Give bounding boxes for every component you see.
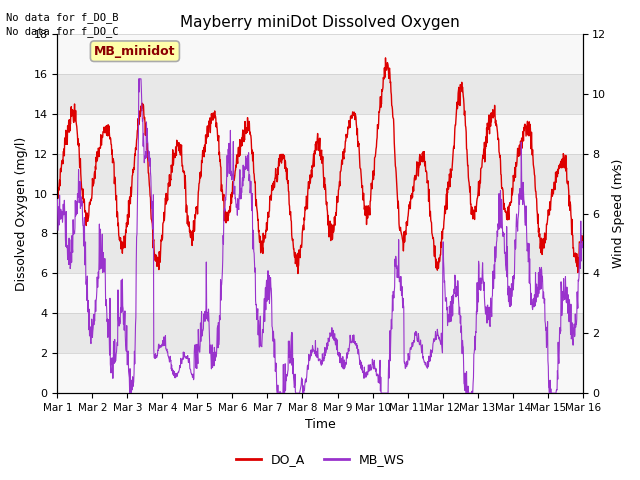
Y-axis label: Wind Speed (m⁄s): Wind Speed (m⁄s) [612, 159, 625, 268]
Text: No data for f_DO_B: No data for f_DO_B [6, 12, 119, 23]
Bar [58, 74, 582, 114]
X-axis label: Time: Time [305, 419, 335, 432]
Bar [58, 114, 582, 154]
Title: Mayberry miniDot Dissolved Oxygen: Mayberry miniDot Dissolved Oxygen [180, 15, 460, 30]
Y-axis label: Dissolved Oxygen (mg/l): Dissolved Oxygen (mg/l) [15, 136, 28, 291]
Bar [58, 233, 582, 274]
Bar [58, 154, 582, 193]
Bar [58, 274, 582, 313]
Legend: DO_A, MB_WS: DO_A, MB_WS [230, 448, 410, 471]
Bar [58, 353, 582, 393]
Bar [58, 34, 582, 74]
Text: No data for f_DO_C: No data for f_DO_C [6, 26, 119, 37]
Text: MB_minidot: MB_minidot [94, 45, 175, 58]
Bar [58, 193, 582, 233]
Bar [58, 313, 582, 353]
